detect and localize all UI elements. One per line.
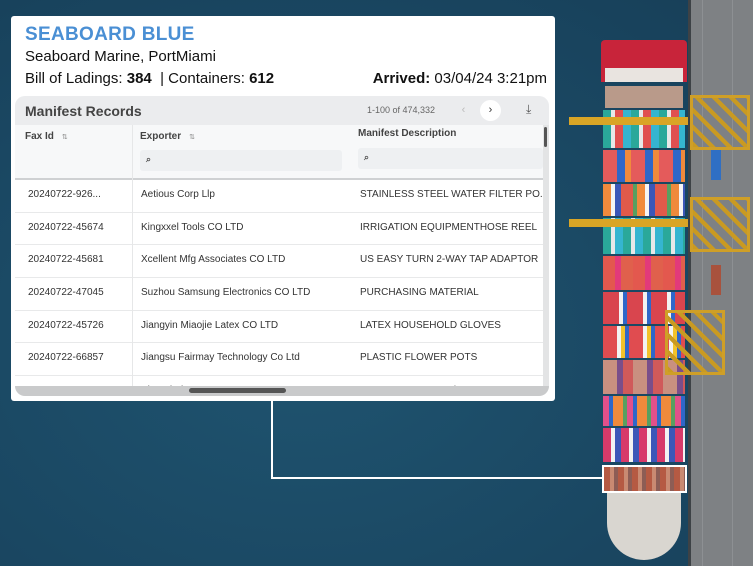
- vessel-operator: Seaboard Marine, PortMiami: [25, 48, 216, 65]
- column-label: Fax Id: [25, 131, 54, 142]
- connector-line: [271, 401, 273, 479]
- scrollbar-thumb[interactable]: [189, 388, 286, 393]
- description-cell: US EASY TURN 2-WAY TAP ADAPTOR: [360, 254, 539, 266]
- manifest-table: Manifest Records 1-100 of 474,332 ‹ › ⤓ …: [15, 96, 549, 396]
- description-cell: STAINLESS STEEL WATER FILTER PO...: [360, 189, 543, 200]
- column-fax-id[interactable]: Fax Id ⇅: [25, 125, 68, 177]
- search-icon: ⌕: [364, 152, 370, 162]
- next-page-button[interactable]: ›: [480, 100, 501, 121]
- description-filter-input[interactable]: ⌕: [358, 148, 543, 169]
- containers-value: 612: [249, 70, 275, 87]
- exporter-cell: Jiangyin Miaojie Latex CO LTD: [141, 319, 279, 331]
- exporter-filter-input[interactable]: ⌕: [140, 150, 342, 171]
- manifest-title: Manifest Records: [25, 103, 142, 119]
- manifest-header: Manifest Records 1-100 of 474,332 ‹ › ⤓: [15, 96, 549, 125]
- arrived-value: 03/04/24 3:21pm: [434, 70, 547, 87]
- table-row[interactable]: 20240722-926... Aetious Corp Llp STAINLESS…: [15, 180, 543, 213]
- description-cell: IRRIGATION EQUIPMENTHOSE REEL: [360, 221, 538, 233]
- search-icon: ⌕: [146, 154, 152, 164]
- bol-label: Bill of Ladings:: [25, 70, 123, 87]
- truck: [711, 150, 721, 180]
- description-cell: PLASTIC FLOWER POTS: [360, 352, 478, 364]
- column-manifest-description[interactable]: Manifest Description ⌕: [358, 125, 543, 177]
- fax-id-cell: 20240722-45681: [28, 254, 104, 266]
- highlighted-container-row[interactable]: [602, 465, 687, 493]
- exporter-cell: Kingxxel Tools CO LTD: [141, 221, 244, 233]
- table-body: 20240722-926... Aetious Corp Llp STAINLESS…: [15, 178, 543, 396]
- bol-value: 384: [126, 70, 152, 87]
- fax-id-cell: 20240722-926...: [28, 189, 101, 200]
- prev-page-button[interactable]: ‹: [461, 104, 466, 116]
- vessel-name: SEABOARD BLUE: [25, 24, 195, 45]
- arrived-label: Arrived:: [372, 70, 431, 87]
- pagination-text: 1-100 of 474,332: [367, 105, 436, 115]
- connector-line: [271, 477, 603, 479]
- column-label: Manifest Description: [358, 128, 457, 139]
- fax-id-cell: 20240722-45674: [28, 221, 104, 233]
- description-cell: LATEX HOUSEHOLD GLOVES: [360, 319, 501, 331]
- crane-frame: [690, 95, 750, 150]
- fax-id-cell: 20240722-66857: [28, 352, 104, 364]
- description-cell: PURCHASING MATERIAL: [360, 287, 479, 299]
- vertical-scrollbar[interactable]: [543, 125, 549, 388]
- download-icon[interactable]: ⤓: [526, 102, 532, 116]
- exporter-cell: Jiangsu Fairmay Technology Co Ltd: [141, 352, 300, 364]
- exporter-cell: Xcellent Mfg Associates CO LTD: [141, 254, 286, 266]
- exporter-cell: Aetious Corp Llp: [141, 189, 215, 200]
- column-label: Exporter: [140, 131, 182, 142]
- crane-boom: [569, 219, 688, 227]
- vessel-stats: Bill of Ladings: 384 | Containers: 612: [25, 70, 274, 87]
- sort-icon[interactable]: ⇅: [61, 134, 68, 141]
- table-row[interactable]: 20240722-66857 Jiangsu Fairmay Technology…: [15, 343, 543, 377]
- column-divider: [132, 125, 133, 395]
- crane-frame: [665, 310, 725, 375]
- table-row[interactable]: 20240722-47045 Suzhou Samsung Electronics…: [15, 278, 543, 311]
- sort-icon[interactable]: ⇅: [189, 134, 195, 141]
- column-exporter[interactable]: Exporter ⇅ ⌕: [140, 125, 342, 177]
- horizontal-scrollbar[interactable]: [15, 386, 549, 396]
- truck: [711, 265, 721, 295]
- fax-id-cell: 20240722-45726: [28, 319, 104, 331]
- table-row[interactable]: 20240722-45681 Xcellent Mfg Associates CO…: [15, 245, 543, 279]
- table-row[interactable]: 20240722-45726 Jiangyin Miaojie Latex CO …: [15, 310, 543, 344]
- fax-id-cell: 20240722-47045: [28, 287, 104, 299]
- exporter-cell: Suzhou Samsung Electronics CO LTD: [141, 287, 311, 299]
- crane-boom: [569, 117, 688, 125]
- vessel-card: SEABOARD BLUE Seaboard Marine, PortMiami…: [11, 16, 555, 401]
- table-row[interactable]: 20240722-45674 Kingxxel Tools CO LTD IRRIG…: [15, 212, 543, 246]
- containers-label: | Containers:: [160, 70, 245, 87]
- crane-frame: [690, 197, 750, 252]
- arrival: Arrived: 03/04/24 3:21pm: [373, 70, 547, 87]
